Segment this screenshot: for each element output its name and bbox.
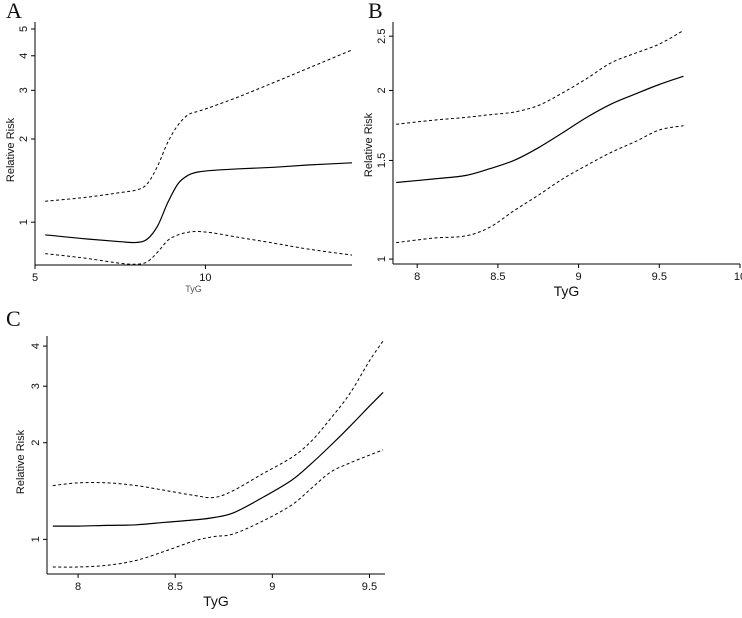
y-tick-label: 1.5 [376,153,388,168]
estimate-line [45,162,353,244]
y-tick-label: 2 [30,440,42,446]
x-tick-label: 9 [269,581,275,593]
y-tick-label: 2.5 [376,29,388,44]
x-axis-title: TyG [203,593,229,609]
y-tick-label: 3 [18,87,30,93]
estimate-line [396,75,684,184]
y-tick-label: 2 [18,136,30,142]
panel-a: 5 10 1 2 3 4 5 TyG Relative Risk [5,22,353,294]
y-axis-title: Relative Risk [15,429,27,494]
x-tick-label: 10 [199,272,211,284]
y-tick-label: 3 [30,383,42,389]
x-tick-label: 9.5 [652,271,667,283]
x-tick-label: 9.5 [362,581,377,593]
panel-c: 8 8.5 9 9.5 1 2 3 4 TyG Relative Risk [15,336,385,609]
x-tick-label: 5 [32,272,38,284]
panel-b: 8 8.5 9 9.5 10 1 1.5 2 2.5 TyG Relative Risk [363,22,742,299]
upper-ci-line [52,340,384,499]
panel-letter-c: C [6,306,21,331]
lower-ci-line [396,125,684,244]
y-tick-label: 1 [30,536,42,542]
y-tick-label: 4 [18,53,30,59]
panel-letter-a: A [6,0,22,23]
x-tick-label: 10 [734,271,742,283]
x-tick-label: 8 [75,581,81,593]
y-axis-title: Relative Risk [5,117,17,182]
upper-ci-line [396,29,684,125]
x-tick-label: 8.5 [168,581,183,593]
x-axis-title: TyG [554,283,580,299]
y-tick-label: 1 [376,256,388,262]
x-tick-label: 8 [414,271,420,283]
x-tick-label: 9 [576,271,582,283]
panel-letter-b: B [368,0,383,23]
y-tick-label: 1 [18,219,30,225]
y-tick-label: 4 [30,343,42,349]
y-tick-label: 5 [18,26,30,32]
lower-ci-line [52,449,384,568]
y-axis-title: Relative Risk [363,112,375,177]
x-tick-label: 8.5 [490,271,505,283]
estimate-line [52,391,384,527]
upper-ci-line [45,49,353,202]
x-axis-title: TyG [185,284,202,294]
lower-ci-line [45,230,353,265]
y-tick-label: 2 [376,87,388,93]
